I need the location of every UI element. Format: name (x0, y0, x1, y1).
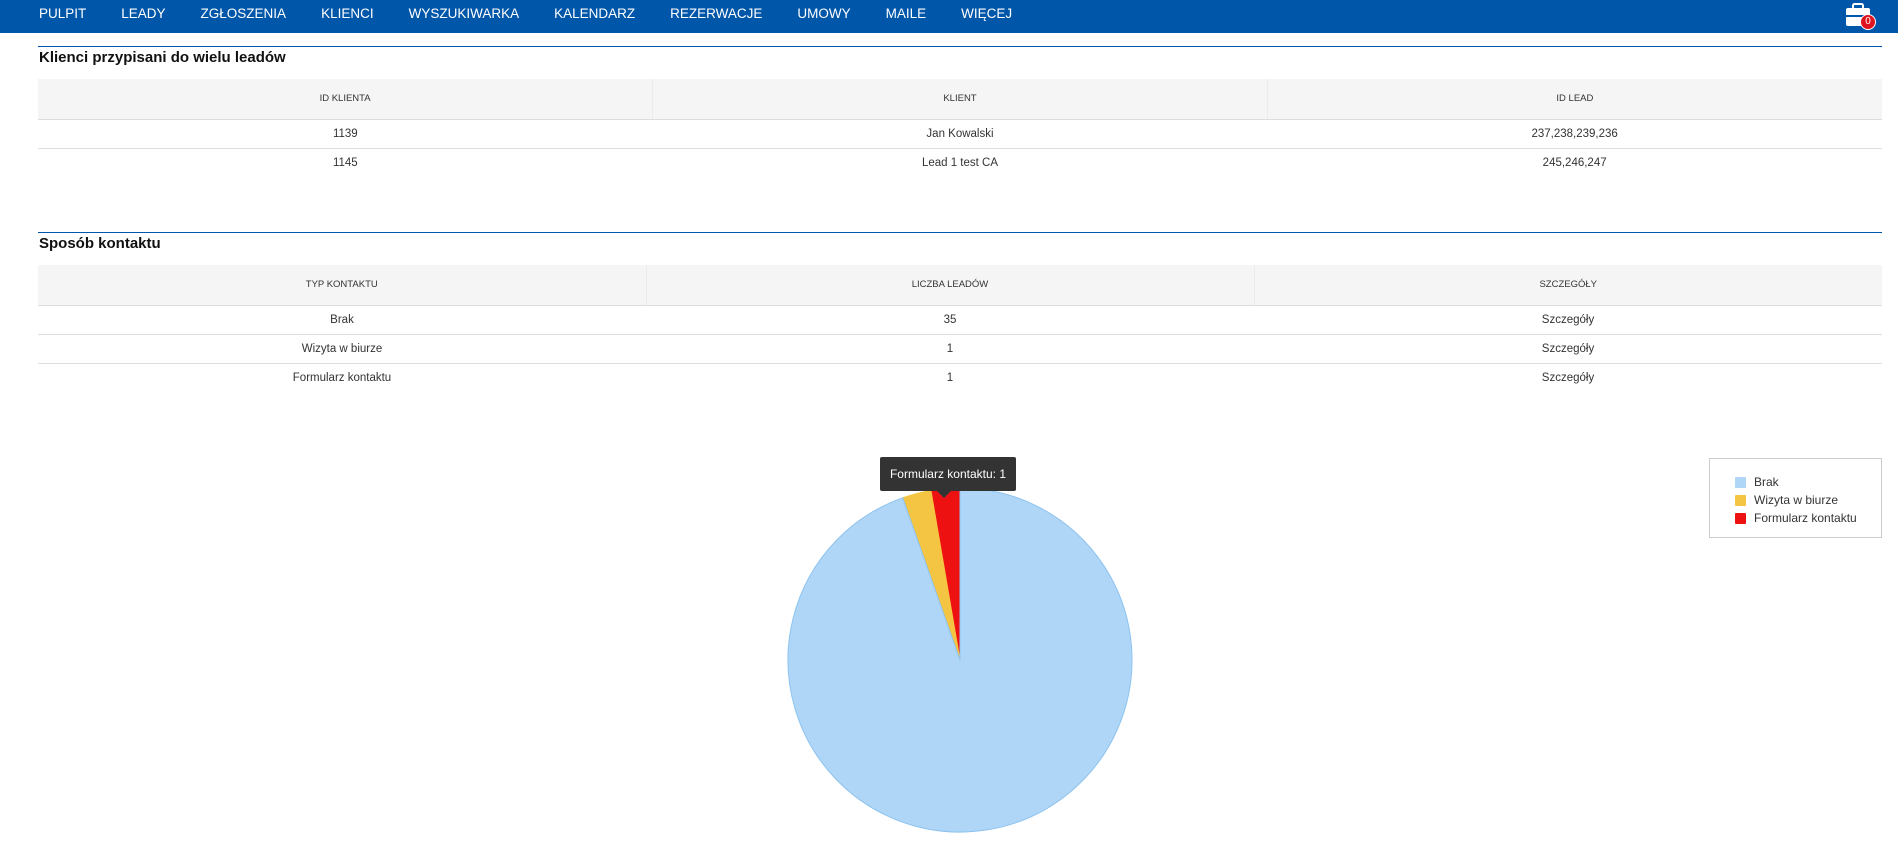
legend-label: Formularz kontaktu (1754, 511, 1857, 525)
cell-lead-count: 35 (646, 305, 1254, 335)
cell-contact-type: Formularz kontaktu (292, 371, 392, 384)
contact-method-table: TYP KONTAKTU LICZBA LEADÓW SZCZEGÓŁY Bra… (38, 265, 1882, 392)
cell-client-id: 1139 (38, 119, 653, 149)
notifications-button[interactable]: 0 (1842, 2, 1876, 30)
legend-label: Brak (1754, 475, 1779, 489)
table-row: Brak 35 Szczegóły (38, 305, 1882, 335)
table-row: 1139 Jan Kowalski 237,238,239,236 (38, 119, 1882, 149)
legend-item-wizyta[interactable]: Wizyta w biurze (1735, 491, 1881, 509)
section-divider (38, 46, 1882, 47)
legend-swatch (1735, 512, 1746, 524)
legend-label: Wizyta w biurze (1754, 493, 1839, 507)
cell-contact-type: Brak (38, 305, 646, 335)
table-row: 1145 Lead 1 test CA 245,246,247 (38, 148, 1882, 177)
nav-item-zgloszenia[interactable]: ZGŁOSZENIA (200, 6, 287, 21)
table-row: Wizyta w biurze 1 Szczegóły (38, 334, 1882, 364)
table-row: Formularz kontaktu 1 Szczegóły (38, 363, 1882, 392)
cell-client-name: Jan Kowalski (652, 119, 1268, 149)
column-header-lead-count[interactable]: LICZBA LEADÓW (646, 265, 1255, 306)
nav-item-rezerwacje[interactable]: REZERWACJE (670, 6, 763, 21)
chart-tooltip-arrow (937, 491, 951, 498)
nav-item-maile[interactable]: MAILE (885, 6, 927, 21)
legend-swatch (1735, 476, 1746, 488)
contact-method-section: Sposób kontaktu TYP KONTAKTU LICZBA LEAD… (38, 232, 1882, 392)
nav-item-kalendarz[interactable]: KALENDARZ (554, 6, 636, 21)
pie-slice-brak[interactable] (787, 487, 1133, 833)
cell-client-name: Lead 1 test CA (921, 156, 999, 169)
column-header-details[interactable]: SZCZEGÓŁY (1254, 265, 1882, 306)
legend-item-brak[interactable]: Brak (1735, 473, 1881, 491)
details-link[interactable]: Szczegóły (1254, 334, 1882, 364)
column-header-lead-id[interactable]: ID LEAD (1267, 79, 1882, 120)
cell-contact-type: Wizyta w biurze (38, 334, 646, 364)
cell-lead-count: 1 (946, 371, 954, 384)
legend-swatch (1735, 494, 1746, 506)
column-header-client[interactable]: KLIENT (652, 79, 1268, 120)
cell-lead-count: 1 (646, 334, 1254, 364)
table-header-row: ID KLIENTA KLIENT ID LEAD (38, 79, 1882, 120)
nav-item-umowy[interactable]: UMOWY (797, 6, 851, 21)
column-header-client-id[interactable]: ID KLIENTA (38, 79, 654, 120)
table-header-row: TYP KONTAKTU LICZBA LEADÓW SZCZEGÓŁY (38, 265, 1882, 306)
nav-item-wiecej[interactable]: WIĘCEJ (961, 6, 1013, 21)
cell-lead-ids: 237,238,239,236 (1267, 119, 1882, 149)
legend-item-formularz[interactable]: Formularz kontaktu (1735, 509, 1881, 527)
contact-section-title: Sposób kontaktu (39, 235, 161, 252)
cell-lead-ids: 245,246,247 (1542, 156, 1607, 169)
main-menu: PULPIT LEADY ZGŁOSZENIA KLIENCI WYSZUKIW… (39, 0, 1047, 27)
chart-tooltip: Formularz kontaktu: 1 (880, 457, 1016, 491)
clients-multiple-leads-section: Klienci przypisani do wielu leadów ID KL… (38, 46, 1882, 177)
details-link[interactable]: Szczegóły (1254, 305, 1882, 335)
top-navigation-bar: PULPIT LEADY ZGŁOSZENIA KLIENCI WYSZUKIW… (0, 0, 1898, 33)
nav-item-pulpit[interactable]: PULPIT (39, 6, 87, 21)
clients-section-title: Klienci przypisani do wielu leadów (39, 49, 286, 66)
clients-table: ID KLIENTA KLIENT ID LEAD 1139 Jan Kowal… (38, 79, 1882, 177)
cell-client-id: 1145 (332, 156, 358, 169)
details-link[interactable]: Szczegóły (1541, 371, 1595, 384)
notification-count-badge: 0 (1860, 14, 1876, 30)
nav-item-klienci[interactable]: KLIENCI (321, 6, 374, 21)
nav-item-wyszukiwarka[interactable]: WYSZUKIWARKA (408, 6, 520, 21)
nav-item-leady[interactable]: LEADY (121, 6, 166, 21)
column-header-contact-type[interactable]: TYP KONTAKTU (38, 265, 647, 306)
section-divider (38, 232, 1882, 233)
chart-legend: Brak Wizyta w biurze Formularz kontaktu (1709, 458, 1882, 538)
